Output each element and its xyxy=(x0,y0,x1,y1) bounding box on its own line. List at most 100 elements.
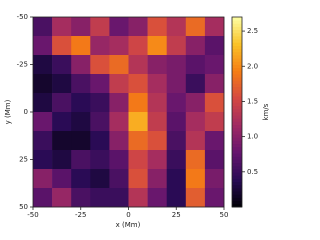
heatmap-cell xyxy=(109,112,129,132)
colorbar-segment xyxy=(232,61,242,65)
colorbar-segment xyxy=(232,140,242,145)
heatmap-cell xyxy=(90,112,110,132)
heatmap-cell xyxy=(166,131,187,151)
colorbar-tick-label: 1.0 xyxy=(247,133,258,141)
colorbar-segment xyxy=(232,134,242,138)
colorbar-segment xyxy=(232,188,242,192)
heatmap-cell xyxy=(33,17,53,37)
colorbar-segment xyxy=(232,105,242,110)
heatmap-cell xyxy=(109,93,129,113)
colorbar-label: km/s xyxy=(262,103,270,120)
colorbar-segment xyxy=(232,29,242,34)
heatmap-cell xyxy=(147,36,167,56)
x-tick-label: -25 xyxy=(75,211,86,219)
heatmap-cell xyxy=(90,169,110,189)
heatmap-cell xyxy=(71,36,91,56)
heatmap-cell xyxy=(147,150,167,170)
colorbar-segment xyxy=(232,108,242,113)
colorbar-segment xyxy=(232,203,242,208)
colorbar-segment xyxy=(232,184,242,189)
y-tick-label: -25 xyxy=(17,61,28,69)
heatmap-cell xyxy=(128,74,148,94)
heatmap-cell xyxy=(52,93,72,113)
heatmap-cell xyxy=(109,150,129,170)
heatmap-cell xyxy=(185,55,206,75)
heatmap-cell xyxy=(90,74,110,94)
colorbar-segment xyxy=(232,200,242,205)
colorbar-segment xyxy=(232,74,242,78)
heatmap-cell xyxy=(185,112,206,132)
heatmap-cell xyxy=(33,131,53,151)
colorbar-segment xyxy=(232,127,242,132)
colorbar-segment xyxy=(232,112,242,116)
heatmap-cell xyxy=(90,150,110,170)
colorbar-segment xyxy=(232,48,242,53)
colorbar-tick-label: 2.5 xyxy=(247,27,258,35)
heatmap-cell xyxy=(166,74,187,94)
heatmap-cell xyxy=(128,17,148,37)
heatmap-cell xyxy=(90,55,110,75)
heatmap-cell xyxy=(166,150,187,170)
heatmap-cell xyxy=(52,55,72,75)
heatmap-cell xyxy=(52,169,72,189)
colorbar-segment xyxy=(232,51,242,56)
heatmap-cell xyxy=(109,74,129,94)
colorbar-segment xyxy=(232,64,242,69)
colorbar-segment xyxy=(232,89,242,94)
heatmap-cell xyxy=(71,188,91,208)
y-tick-label: 25 xyxy=(19,156,28,164)
heatmap-cell xyxy=(185,36,206,56)
heatmap-cell xyxy=(128,93,148,113)
heatmap-cell xyxy=(52,112,72,132)
colorbar-segment xyxy=(232,178,242,183)
heatmap-cell xyxy=(204,36,225,56)
x-tick-label: 50 xyxy=(220,211,229,219)
colorbar-segment xyxy=(232,165,242,170)
heatmap-cell xyxy=(33,188,53,208)
heatmap-cell xyxy=(52,150,72,170)
colorbar-segment xyxy=(232,162,242,167)
heatmap-cell xyxy=(71,93,91,113)
heatmap-cell xyxy=(71,169,91,189)
heatmap-cell xyxy=(185,150,206,170)
colorbar-segment xyxy=(232,70,242,75)
colorbar-segment xyxy=(232,169,242,173)
colorbar-tick-label: 0.5 xyxy=(247,168,258,176)
heatmap-cell xyxy=(204,55,225,75)
colorbar-segment xyxy=(232,115,242,119)
colorbar-segment xyxy=(232,32,242,37)
heatmap-cell xyxy=(147,131,167,151)
heatmap-cell xyxy=(52,188,72,208)
colorbar-tick-label: 1.5 xyxy=(247,97,258,105)
heatmap-cell xyxy=(90,36,110,56)
colorbar-segment xyxy=(232,121,242,126)
heatmap-cell xyxy=(90,17,110,37)
heatmap-cell xyxy=(109,131,129,151)
heatmap-cell xyxy=(52,36,72,56)
colorbar-segment xyxy=(232,102,242,107)
colorbar-segment xyxy=(232,194,242,198)
x-tick-label: 0 xyxy=(126,211,130,219)
y-tick-label: 0 xyxy=(24,108,28,116)
heatmap-cell xyxy=(147,74,167,94)
colorbar-segment xyxy=(232,137,242,141)
heatmap-cell xyxy=(71,112,91,132)
colorbar-segment xyxy=(232,67,242,72)
heatmap-cell xyxy=(90,131,110,151)
heatmap-cell xyxy=(204,17,225,37)
colorbar-segment xyxy=(232,156,242,160)
heatmap-cell xyxy=(204,74,225,94)
colorbar-segment xyxy=(232,39,242,43)
heatmap-cell xyxy=(128,36,148,56)
heatmap-cell xyxy=(109,188,129,208)
heatmap-cell xyxy=(166,17,187,37)
heatmap-cell xyxy=(166,36,187,56)
colorbar-segment xyxy=(232,23,242,27)
heatmap-cell xyxy=(185,17,206,37)
y-tick-label: -50 xyxy=(17,13,28,21)
heatmap-cell xyxy=(185,169,206,189)
heatmap-cell xyxy=(52,17,72,37)
heatmap-cell xyxy=(71,131,91,151)
colorbar-segment xyxy=(232,58,242,62)
colorbar-segment xyxy=(232,93,242,97)
